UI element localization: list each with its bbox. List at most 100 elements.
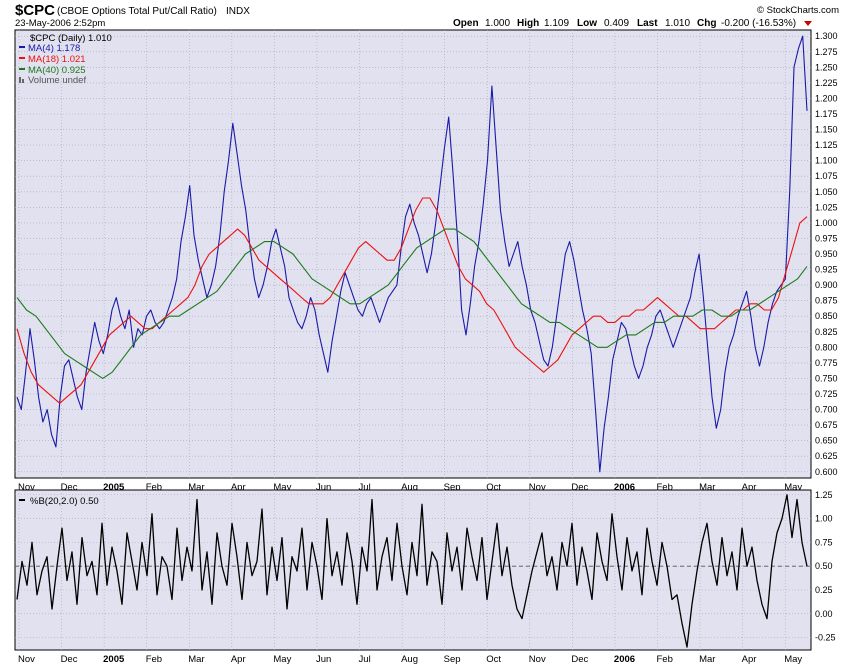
main-y-tick-label: 0.975 <box>815 233 838 243</box>
pctb-grid <box>15 490 811 650</box>
pctb-x-tick-label: Apr <box>231 654 246 665</box>
pctb-x-tick-label: 2005 <box>103 654 125 665</box>
main-x-tick-label: Nov <box>18 482 35 493</box>
main-y-tick-label: 0.825 <box>815 327 838 337</box>
pctb-x-tick-label: May <box>273 654 291 665</box>
main-y-tick-label: 0.750 <box>815 373 838 383</box>
main-y-tick-label: 0.950 <box>815 249 838 259</box>
pctb-y-axis: -0.25 0.00 0.25 0.50 0.75 1.00 1.25 <box>815 490 836 643</box>
main-y-tick-label: 1.200 <box>815 93 838 103</box>
main-plot-area <box>14 29 812 479</box>
last-label: Last <box>637 18 658 29</box>
pctb-x-tick-label: Nov <box>18 654 35 665</box>
main-x-tick-label: Feb <box>657 482 673 493</box>
main-x-tick-label: Dec <box>571 482 588 493</box>
main-y-tick-label: 1.150 <box>815 125 838 135</box>
pctb-x-tick-label: Dec <box>571 654 588 665</box>
main-y-tick-label: 0.625 <box>815 451 838 461</box>
series-ma-40 <box>16 228 808 379</box>
main-y-tick-label: 0.925 <box>815 265 838 275</box>
main-y-tick-label: 1.075 <box>815 171 838 181</box>
main-y-tick-label: 1.250 <box>815 62 838 72</box>
date-label: 23-May-2006 2:52pm <box>15 18 105 29</box>
pctb-x-tick-label: Apr <box>742 654 757 665</box>
main-y-tick-label: 0.800 <box>815 342 838 352</box>
pctb-y-tick-label: 0.00 <box>815 609 833 619</box>
legend-swatch-ma4 <box>19 46 25 48</box>
volume-bars-icon <box>19 77 24 83</box>
pctb-x-tick-label: Jul <box>359 654 371 665</box>
main-y-tick-label: 0.775 <box>815 358 838 368</box>
main-x-tick-label: Apr <box>742 482 757 493</box>
series-ma-18 <box>16 197 808 404</box>
main-x-tick-label: Dec <box>61 482 78 493</box>
main-series <box>16 35 808 473</box>
main-x-tick-label: Aug <box>401 482 418 493</box>
symbol-title: $CPC <box>15 2 55 19</box>
main-x-tick-label: 2005 <box>103 482 125 493</box>
legend-swatch-ma40 <box>19 68 25 70</box>
main-x-tick-label: Jul <box>359 482 371 493</box>
pctb-legend-swatch <box>19 499 25 501</box>
low-label: Low <box>577 18 597 29</box>
pctb-x-tick-label: Nov <box>529 654 546 665</box>
chg-value: -0.200 (-16.53%) <box>721 18 796 29</box>
pctb-x-tick-label: Mar <box>699 654 715 665</box>
legend-item-ma4: MA(4) 1.178 <box>28 43 80 54</box>
main-y-tick-label: 1.125 <box>815 140 838 150</box>
last-value: 1.010 <box>665 18 690 29</box>
series--b-20-2-0 <box>16 494 808 648</box>
pctb-y-tick-label: -0.25 <box>815 633 836 643</box>
pctb-x-tick-label: Mar <box>188 654 204 665</box>
main-y-tick-label: 1.275 <box>815 47 838 57</box>
pctb-x-tick-label: 2006 <box>614 654 635 665</box>
main-y-tick-label: 1.175 <box>815 109 838 119</box>
pctb-series <box>15 494 811 648</box>
open-value: 1.000 <box>485 18 510 29</box>
main-y-axis: 0.600 0.625 0.650 0.675 0.700 0.725 0.750 0.775… <box>815 31 838 477</box>
main-y-tick-label: 0.700 <box>815 405 838 415</box>
pctb-x-tick-label: Dec <box>61 654 78 665</box>
pctb-y-tick-label: 0.75 <box>815 537 833 547</box>
main-x-tick-label: Apr <box>231 482 246 493</box>
main-y-tick-label: 0.725 <box>815 389 838 399</box>
quote-bar: Open 1.000 High 1.109 Low 0.409 Last 1.0… <box>453 18 796 29</box>
main-legend: $CPC (Daily) 1.010 MA(4) 1.178 MA(18) 1.… <box>19 33 112 86</box>
pctb-y-tick-label: 0.25 <box>815 585 833 595</box>
main-x-axis: Nov Dec 2005 Feb Mar Apr May Jun Jul Aug Sep Oct Nov… <box>18 482 802 493</box>
high-label: High <box>517 18 539 29</box>
pctb-x-tick-label: Sep <box>444 654 461 665</box>
main-y-tick-label: 1.050 <box>815 187 838 197</box>
pctb-x-tick-label: Oct <box>486 654 501 665</box>
main-x-tick-label: 2006 <box>614 482 635 493</box>
pctb-x-tick-label: Aug <box>401 654 418 665</box>
low-value: 0.409 <box>604 18 629 29</box>
brand-label: © StockCharts.com <box>757 5 839 16</box>
pctb-x-tick-label: May <box>784 654 802 665</box>
main-x-tick-label: Jun <box>316 482 331 493</box>
main-x-tick-label: May <box>784 482 802 493</box>
pctb-x-axis: Nov Dec 2005 Feb Mar Apr May Jun Jul Aug Sep Oct Nov… <box>18 654 802 665</box>
legend-item-ma40: MA(40) 0.925 <box>28 65 86 76</box>
main-y-tick-label: 0.900 <box>815 280 838 290</box>
main-x-tick-label: Mar <box>188 482 204 493</box>
main-y-tick-label: 1.225 <box>815 78 838 88</box>
legend-swatch-ma18 <box>19 57 25 59</box>
chg-down-arrow-icon <box>804 21 812 26</box>
pctb-x-tick-label: Feb <box>657 654 673 665</box>
main-y-tick-label: 0.600 <box>815 467 838 477</box>
main-grid <box>15 30 811 478</box>
main-x-tick-label: May <box>273 482 291 493</box>
main-y-tick-label: 1.300 <box>815 31 838 41</box>
pctb-y-tick-label: 1.00 <box>815 514 833 524</box>
main-x-tick-label: Oct <box>486 482 501 493</box>
series-ma-4 <box>16 35 808 473</box>
main-y-tick-label: 1.100 <box>815 156 838 166</box>
exchange-label: INDX <box>226 6 250 17</box>
chg-label: Chg <box>697 18 716 29</box>
legend-item-ma18: MA(18) 1.021 <box>28 54 86 65</box>
legend-item-volume: Volume undef <box>28 75 86 86</box>
main-x-tick-label: Feb <box>146 482 162 493</box>
main-x-tick-label: Sep <box>444 482 461 493</box>
